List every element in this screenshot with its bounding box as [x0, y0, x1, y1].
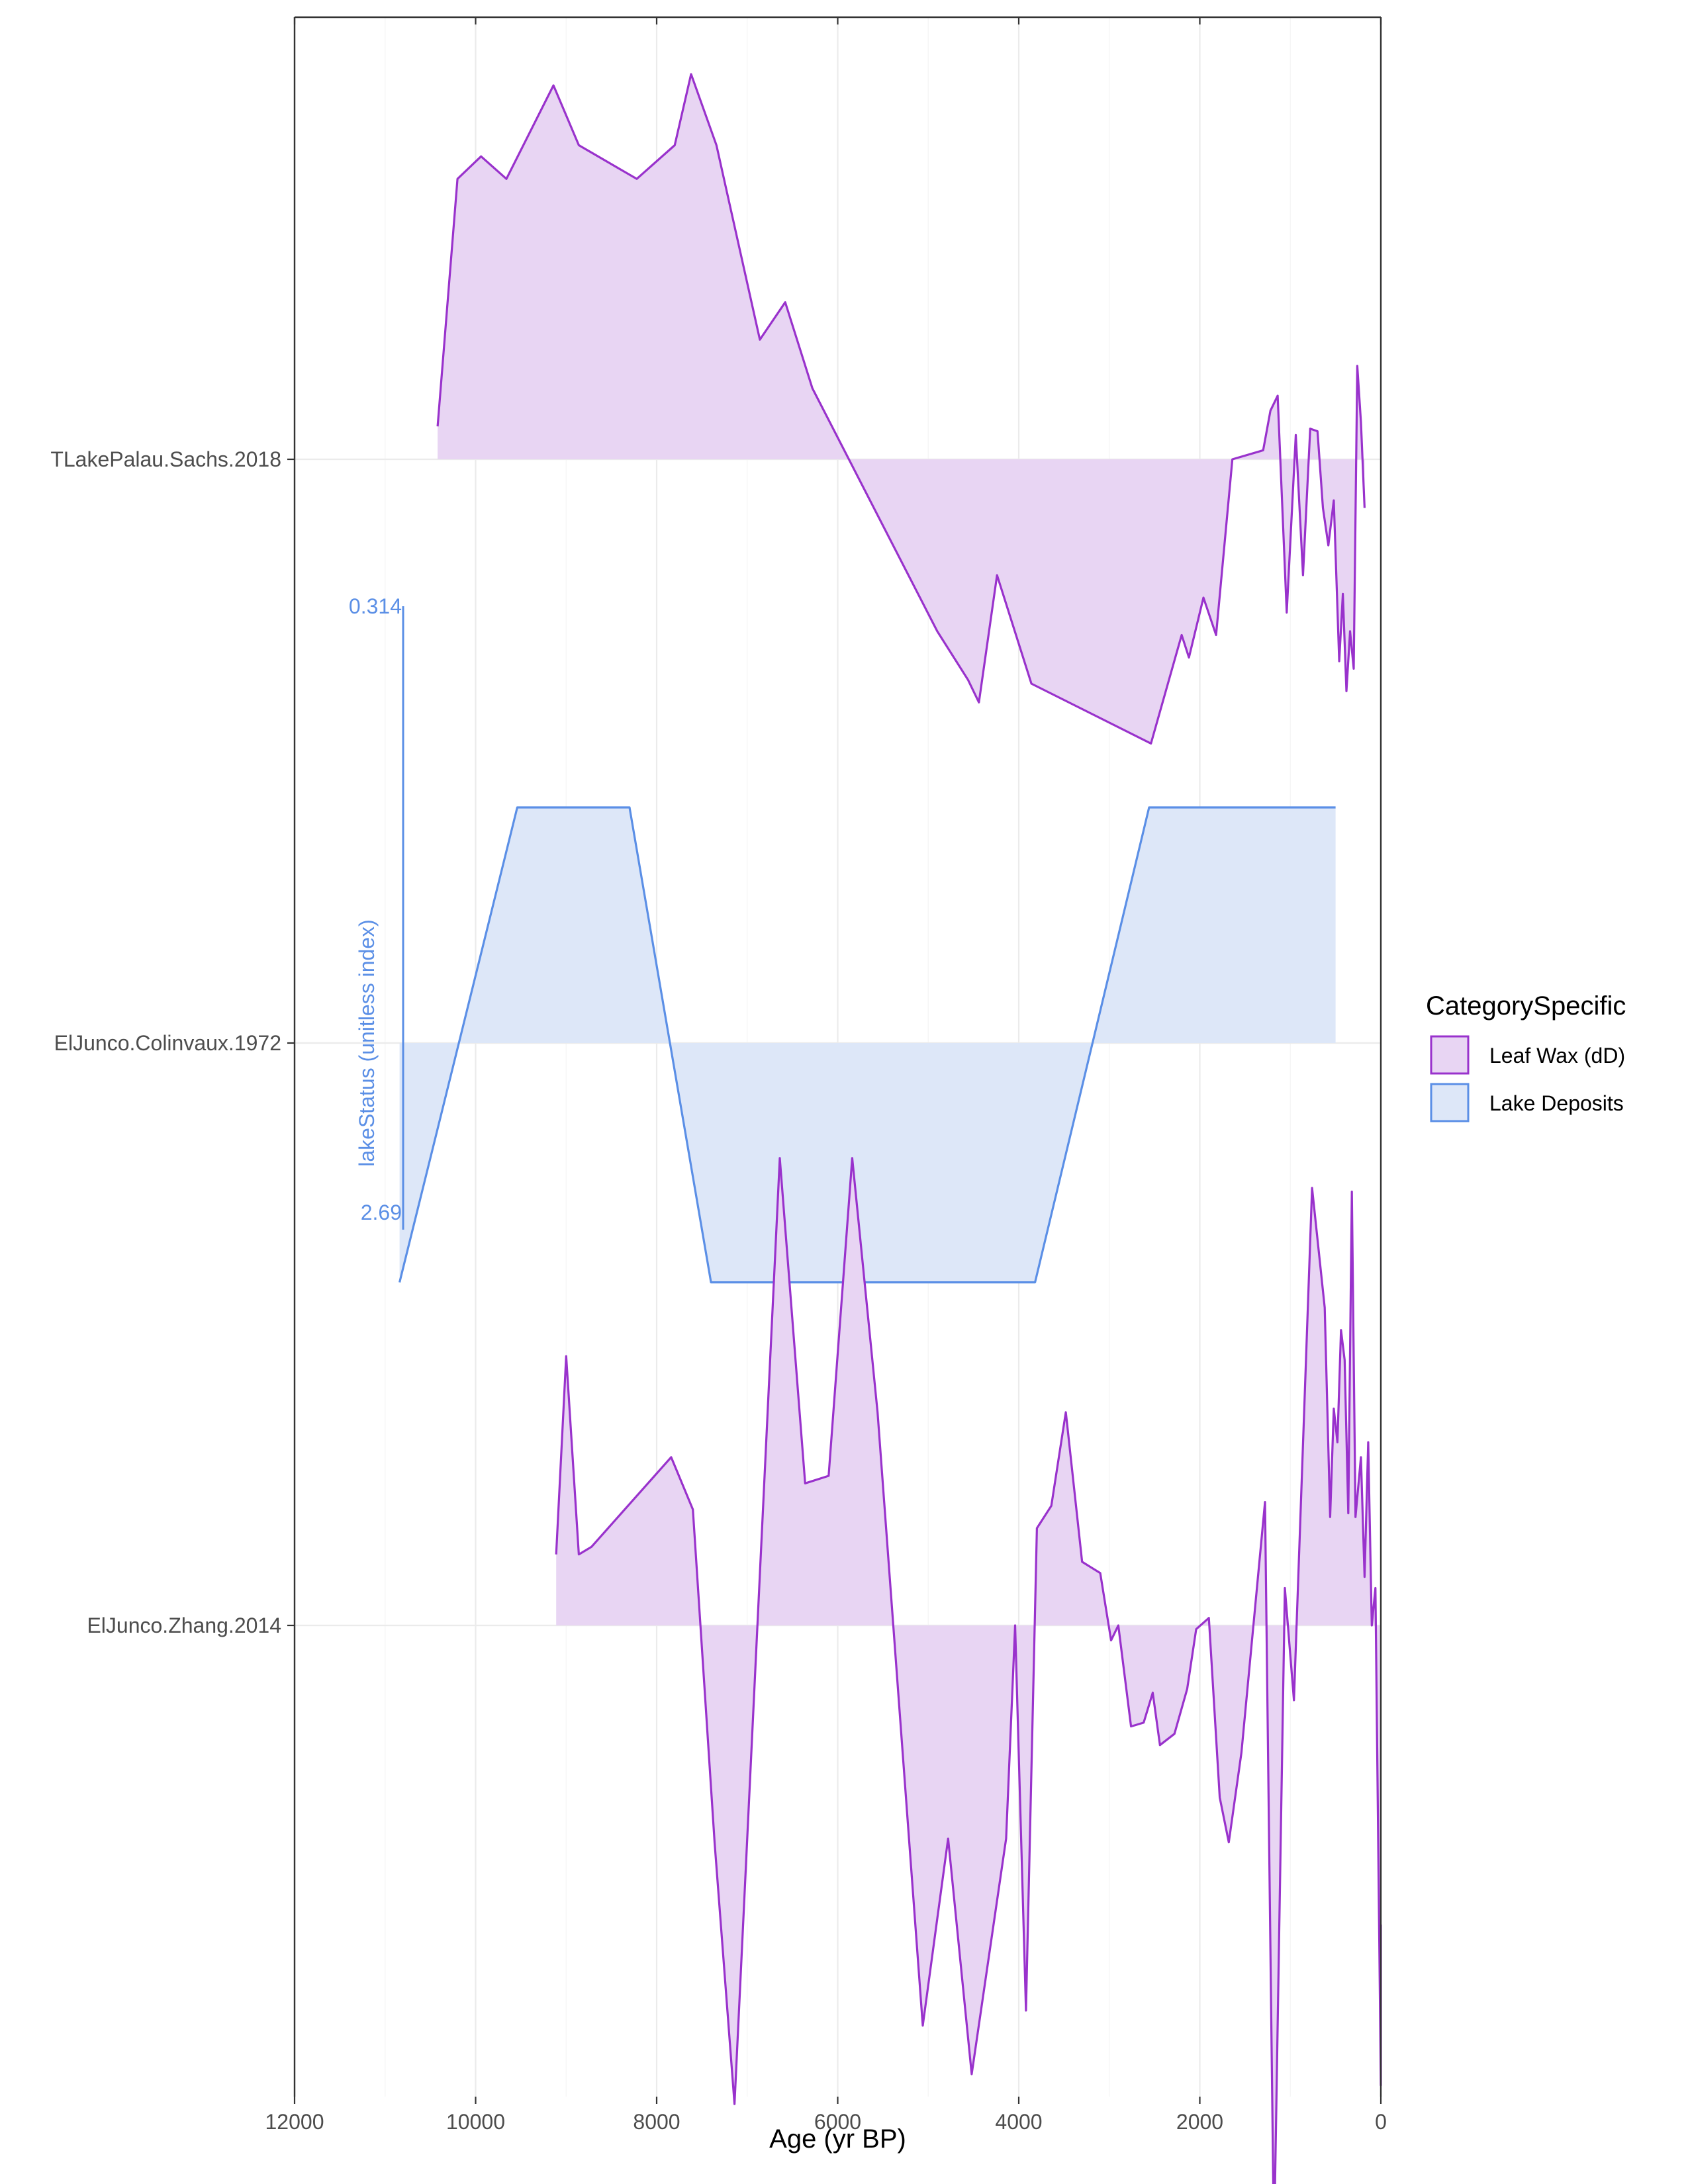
x-tick-label: 2000 — [1176, 2110, 1223, 2134]
scale-bar-layer: 0.314 2.69 lakeStatus (unitless index) — [349, 594, 404, 1230]
x-tick-label: 10000 — [446, 2110, 505, 2134]
legend-title: CategorySpecific — [1426, 991, 1626, 1021]
legend-key-swatch — [1430, 1083, 1470, 1122]
series-fill-ElJunco.Zhang.2014 — [556, 1158, 1381, 2184]
x-tick-label: 12000 — [265, 2110, 324, 2134]
scale-bar-bottom-label: 2.69 — [361, 1201, 402, 1224]
x-tick-label: 6000 — [814, 2110, 861, 2134]
y-tick-label: ElJunco.Colinvaux.1972 — [54, 1031, 281, 1055]
x-tick-label: 0 — [1375, 2110, 1387, 2134]
x-tick-label: 4000 — [995, 2110, 1042, 2134]
series-line-ElJunco.Colinvaux.1972 — [399, 806, 1336, 1284]
legend-key-swatch — [1430, 1035, 1470, 1075]
series-fill-TLakePalau.Sachs.2018 — [438, 74, 1365, 744]
y-tick-label: ElJunco.Zhang.2014 — [87, 1614, 281, 1637]
series-line-ElJunco.Zhang.2014 — [555, 1157, 1382, 2184]
x-tick-label: 8000 — [633, 2110, 680, 2134]
scale-bar-top-label: 0.314 — [349, 594, 402, 618]
series-fill-ElJunco.Colinvaux.1972 — [399, 807, 1336, 1283]
y-tick-label: TLakePalau.Sachs.2018 — [50, 447, 281, 471]
legend-entry-label: Lake Deposits — [1489, 1091, 1624, 1115]
legend: CategorySpecific Leaf Wax (dD) Lake Depos… — [1426, 991, 1626, 1124]
x-axis-title: Age (yr BP) — [769, 2124, 906, 2154]
axis-layer: Age (yr BP) TLakePalau.Sachs.2018 ElJunco… — [50, 17, 1387, 2154]
series-line-TLakePalau.Sachs.2018 — [436, 73, 1366, 745]
legend-entry-label: Leaf Wax (dD) — [1489, 1044, 1625, 1068]
series-area-layer — [399, 73, 1382, 2184]
scale-bar-title: lakeStatus (unitless index) — [355, 919, 379, 1167]
